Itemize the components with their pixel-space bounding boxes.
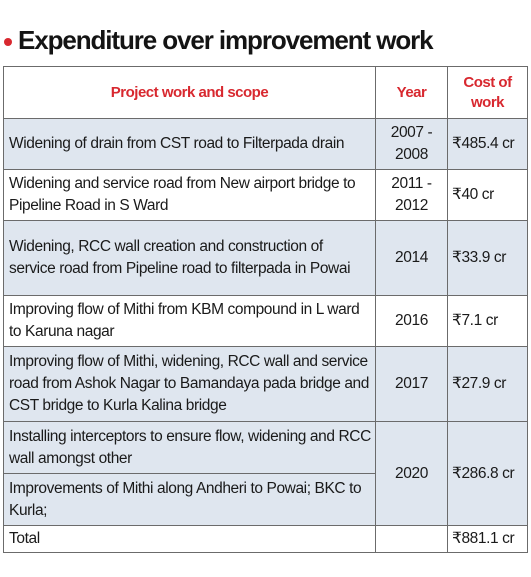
row-work: Widening, RCC wall creation and construc… [3, 220, 376, 296]
header-cost: Cost of work [447, 66, 528, 119]
row-cost: ₹7.1 cr [447, 295, 528, 347]
row-year-line2: 2012 [395, 197, 428, 214]
total-row: Total ₹881.1 cr [3, 525, 528, 553]
row-year: 2011 - 2012 [375, 169, 448, 221]
row-cost: ₹27.9 cr [447, 346, 528, 422]
row-year: 2016 [375, 295, 448, 347]
table-row: Improvements of Mithi along Andheri to P… [3, 473, 528, 526]
table-row: Installing interceptors to ensure flow, … [3, 421, 528, 526]
header-cost-line1: Cost of [463, 73, 512, 91]
header-cost-line2: work [470, 93, 505, 111]
table-row: Widening and service road from New airpo… [3, 169, 528, 221]
row-cost: ₹33.9 cr [447, 220, 528, 296]
header-project-work: Project work and scope [3, 66, 376, 119]
total-cost: ₹881.1 cr [447, 525, 528, 553]
row-year: 2014 [375, 220, 448, 296]
table-row: Widening, RCC wall creation and construc… [3, 220, 528, 296]
row-year-line1: 2007 - [390, 124, 433, 141]
row-work: Improving flow of Mithi from KBM compoun… [3, 295, 376, 347]
expenditure-table: Project work and scope Year Cost of work… [3, 66, 528, 553]
row-work: Improvements of Mithi along Andheri to P… [3, 473, 376, 526]
row-cost: ₹485.4 cr [447, 118, 528, 170]
row-year-line1: 2011 - [391, 175, 432, 192]
row-work: Widening and service road from New airpo… [3, 169, 376, 221]
row-work: Improving flow of Mithi, widening, RCC w… [3, 346, 376, 422]
header-row: Project work and scope Year Cost of work [3, 66, 528, 119]
table-row: Improving flow of Mithi, widening, RCC w… [3, 346, 528, 422]
table-row: Widening of drain from CST road to Filte… [3, 118, 528, 170]
total-year-empty [375, 525, 448, 553]
row-year: 2017 [375, 346, 448, 422]
table-row: Improving flow of Mithi from KBM compoun… [3, 295, 528, 347]
row-cost: ₹286.8 cr [447, 421, 528, 526]
title-text: Expenditure over improvement work [18, 24, 434, 55]
row-year-line2: 2008 [395, 146, 428, 163]
total-label: Total [3, 525, 376, 553]
bullet-icon [4, 37, 12, 46]
row-cost: ₹40 cr [447, 169, 528, 221]
row-year: 2020 [375, 421, 448, 526]
row-year: 2007 - 2008 [375, 118, 448, 170]
page-title: Expenditure over improvement work [4, 22, 434, 58]
row-work: Widening of drain from CST road to Filte… [3, 118, 376, 170]
header-year: Year [375, 66, 448, 119]
row-work: Installing interceptors to ensure flow, … [3, 421, 376, 474]
